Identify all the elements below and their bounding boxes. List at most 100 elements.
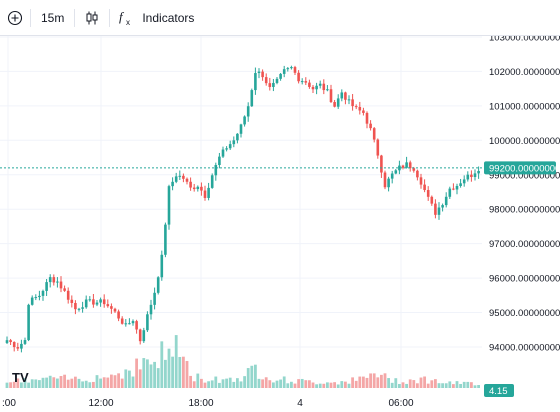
candle-body (225, 148, 228, 150)
candle-body (218, 156, 221, 166)
volume-bar (113, 375, 117, 388)
chart-type-button[interactable] (75, 0, 109, 36)
volume-bar (9, 382, 12, 388)
fx-icon: f x (119, 9, 130, 27)
volume-bar (218, 382, 221, 388)
candle-body (52, 277, 56, 283)
candle-body (286, 68, 290, 70)
volume-bar (398, 383, 401, 388)
volume-bar (470, 382, 473, 388)
volume-bar (185, 361, 189, 388)
candle-body (466, 174, 470, 180)
candle-body (210, 175, 214, 188)
interval-button[interactable]: 15m (31, 0, 74, 36)
indicators-button[interactable]: f x Indicators (110, 0, 202, 36)
candle-body (196, 186, 200, 190)
volume-bar (412, 380, 416, 388)
price-axis-label: 101000.00000000 (489, 101, 560, 112)
volume-tag: 4.15 (484, 384, 514, 397)
time-axis-label: 12:00 (88, 398, 113, 409)
price-axis[interactable]: 103000.00000000 102000.00000000 101000.000… (489, 36, 560, 354)
tradingview-logo[interactable]: TV (12, 370, 29, 385)
price-axis-label: 103000.00000000 (489, 36, 560, 43)
volume-bar (5, 382, 9, 388)
candle-body (164, 224, 167, 255)
candle-body (362, 110, 365, 113)
candle-body (333, 102, 336, 107)
volume-bar (441, 383, 444, 388)
candle-body (106, 304, 110, 307)
candle-body (214, 165, 218, 176)
candle-body (347, 99, 351, 101)
candle-body (434, 203, 437, 215)
volume-bar (228, 377, 232, 388)
volume-bar (275, 380, 279, 388)
candle-body (293, 67, 297, 73)
candle-body (117, 311, 120, 319)
volume-bar (27, 382, 30, 388)
volume-bar (135, 358, 138, 388)
candle-body (419, 177, 423, 185)
candle-body (203, 190, 207, 198)
time-axis-label: 18:00 (188, 398, 213, 409)
candle-body (340, 92, 344, 99)
candle-body (59, 281, 63, 289)
candle-body (160, 254, 164, 278)
volume-bar (315, 384, 318, 388)
candle-body (178, 175, 182, 177)
price-chart[interactable]: 103000.00000000 102000.00000000 101000.000… (0, 36, 560, 412)
indicators-label: Indicators (142, 10, 195, 25)
candle-body (430, 196, 434, 204)
candle-body (444, 196, 448, 206)
volume-bar (84, 380, 88, 388)
candle-body (239, 124, 243, 134)
candle-body (380, 155, 383, 173)
volume-bar (268, 380, 272, 388)
candle-body (254, 73, 257, 91)
volume-bar (333, 382, 336, 388)
candle-body (236, 133, 239, 141)
volume-bar (246, 368, 250, 388)
candle-body (401, 165, 405, 168)
volume-bar (232, 381, 236, 388)
volume-bar (56, 378, 59, 388)
candle-body (20, 343, 23, 349)
volume-bar (318, 383, 322, 388)
candle-body (131, 321, 135, 324)
candle-body (250, 90, 254, 107)
volume-bar (423, 376, 426, 388)
candle-body (297, 72, 300, 82)
time-axis[interactable]: :00 12:00 18:00 4 06:00 (2, 398, 414, 409)
price-axis-label: 96000.00000000 (489, 274, 560, 285)
volume-bar (192, 381, 196, 388)
candle-body (207, 187, 210, 198)
volume-bar (117, 373, 120, 388)
volume-bar (63, 374, 66, 388)
candle-body (246, 106, 250, 117)
candle-body (74, 302, 77, 310)
candle-body (383, 172, 387, 188)
volume-bar (344, 381, 347, 388)
volume-bar (452, 384, 455, 388)
volume-bar (437, 383, 441, 388)
volume-bar (182, 356, 185, 388)
candle-body (390, 173, 394, 179)
volume-bar (354, 380, 358, 388)
volume-bar (322, 383, 326, 388)
toolbar-divider (30, 8, 31, 27)
candle-body (48, 277, 52, 283)
candle-body (88, 299, 92, 301)
volume-tag-text: 4.15 (489, 386, 508, 397)
candle-body (66, 290, 70, 300)
volume-bar (358, 376, 362, 388)
candle-body (387, 178, 390, 188)
add-symbol-button[interactable] (0, 0, 30, 36)
volume-bar (146, 359, 149, 388)
candle-body (437, 207, 441, 215)
candle-body (95, 302, 99, 305)
candle-body (336, 98, 340, 107)
candle-body (275, 78, 279, 83)
candle-body (304, 81, 308, 83)
volume-bar (66, 379, 70, 388)
volume-bar (92, 381, 95, 388)
